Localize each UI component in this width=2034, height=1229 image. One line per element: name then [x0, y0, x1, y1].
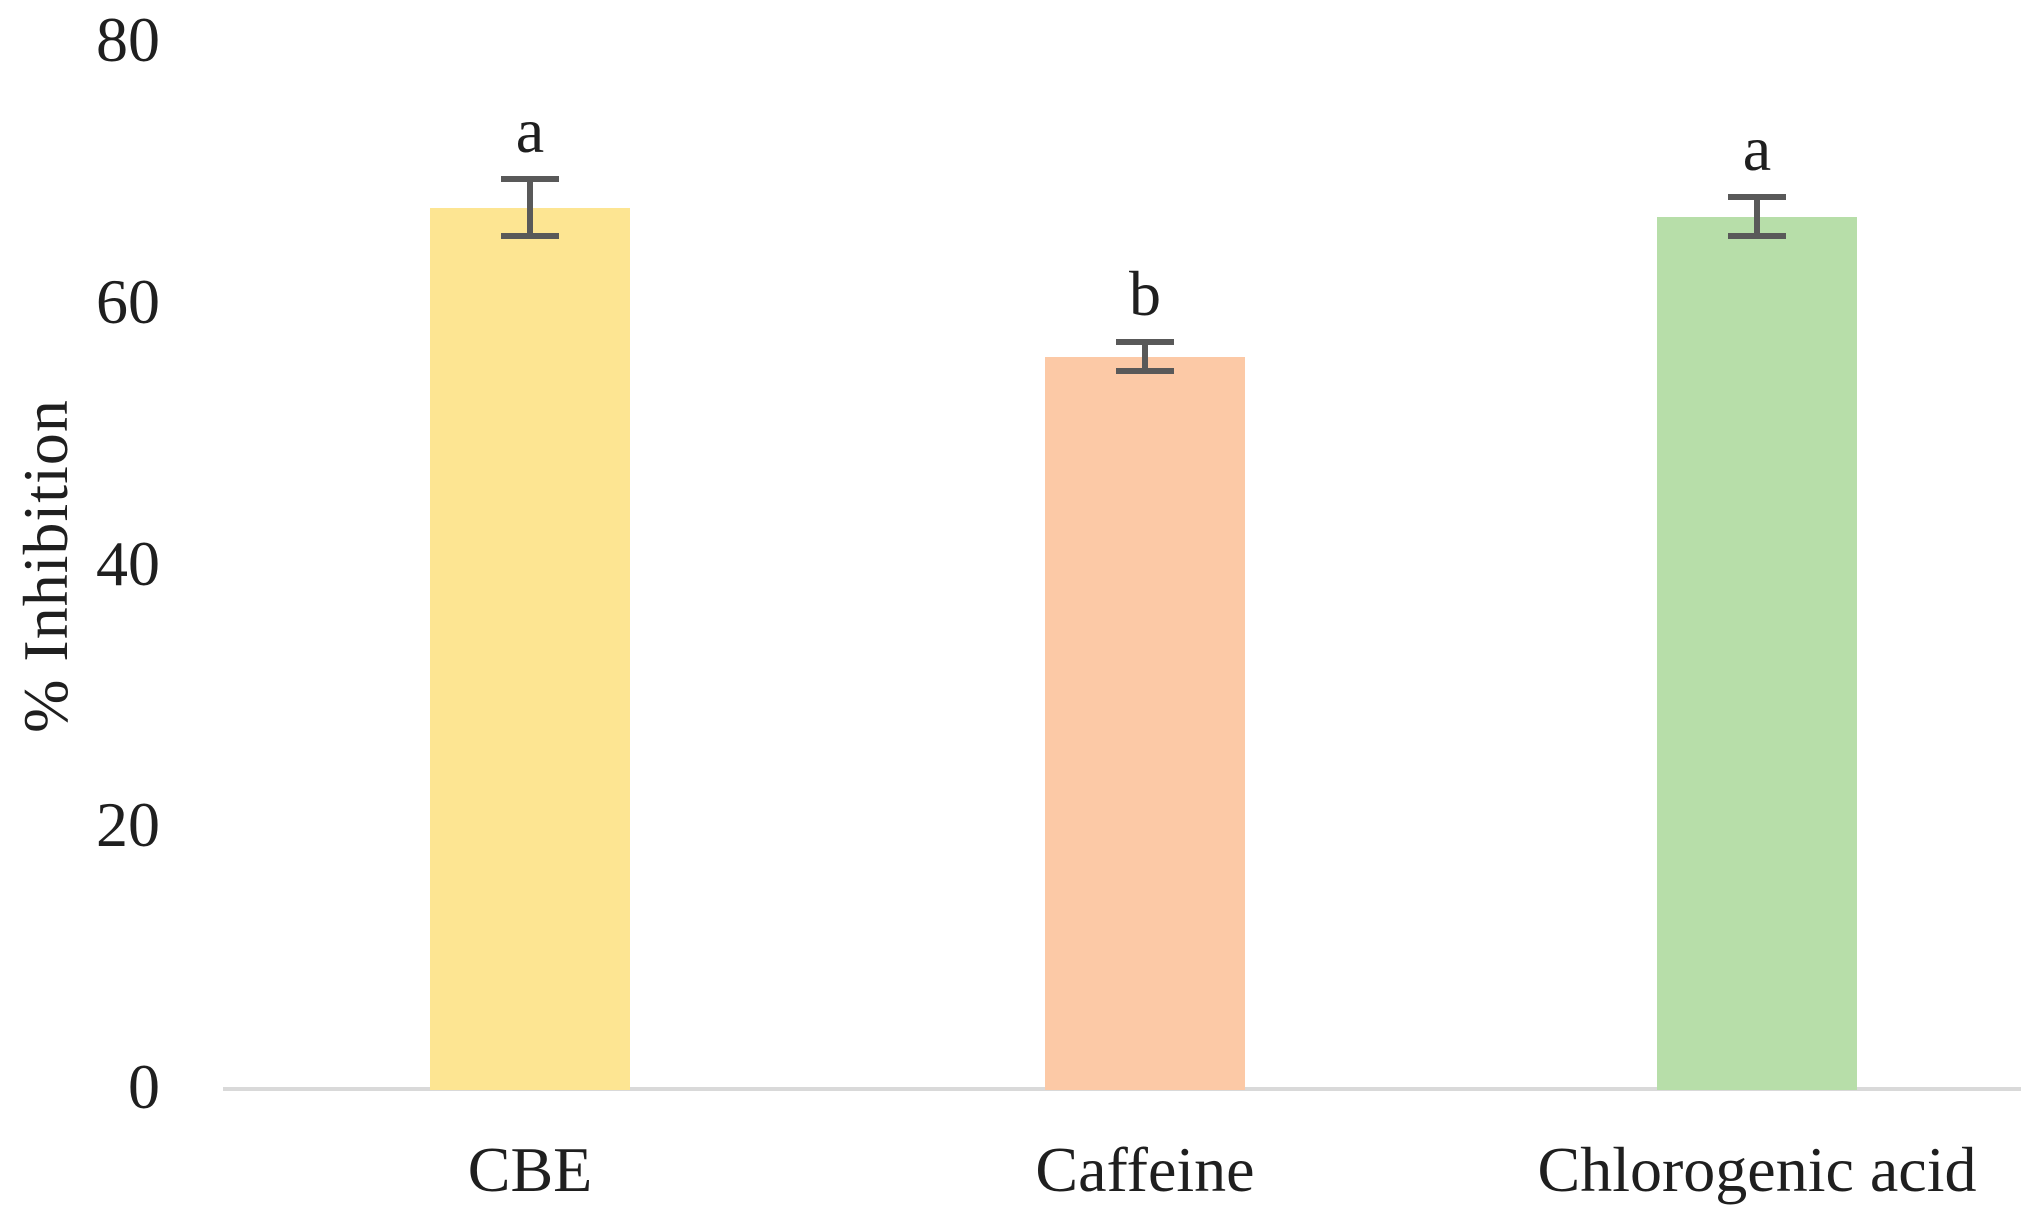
error-bar-cap	[1116, 368, 1174, 375]
significance-letter: b	[1129, 258, 1161, 330]
significance-letter: a	[515, 94, 545, 166]
error-bar	[1754, 197, 1760, 237]
y-tick-label: 40	[96, 527, 160, 599]
category-label: Caffeine	[1035, 1134, 1255, 1205]
error-bar-cap	[501, 175, 559, 182]
y-tick-label: 60	[96, 265, 160, 337]
category-label: CBE	[467, 1134, 593, 1205]
error-bar-cap	[1728, 194, 1786, 201]
bar	[1657, 216, 1857, 1090]
significance-letter: a	[1742, 113, 1772, 185]
error-bar-cap	[1728, 233, 1786, 240]
error-bar-cap	[501, 233, 559, 240]
y-tick-label: 80	[96, 4, 160, 75]
category-label: Chlorogenic acid	[1537, 1134, 1977, 1205]
error-bar	[527, 178, 533, 237]
bar	[1045, 356, 1245, 1090]
error-bar-cap	[1116, 339, 1174, 346]
bar	[430, 207, 630, 1090]
error-bar	[1142, 342, 1148, 372]
y-tick-label: 0	[128, 1051, 160, 1122]
y-tick-label: 20	[96, 789, 160, 861]
